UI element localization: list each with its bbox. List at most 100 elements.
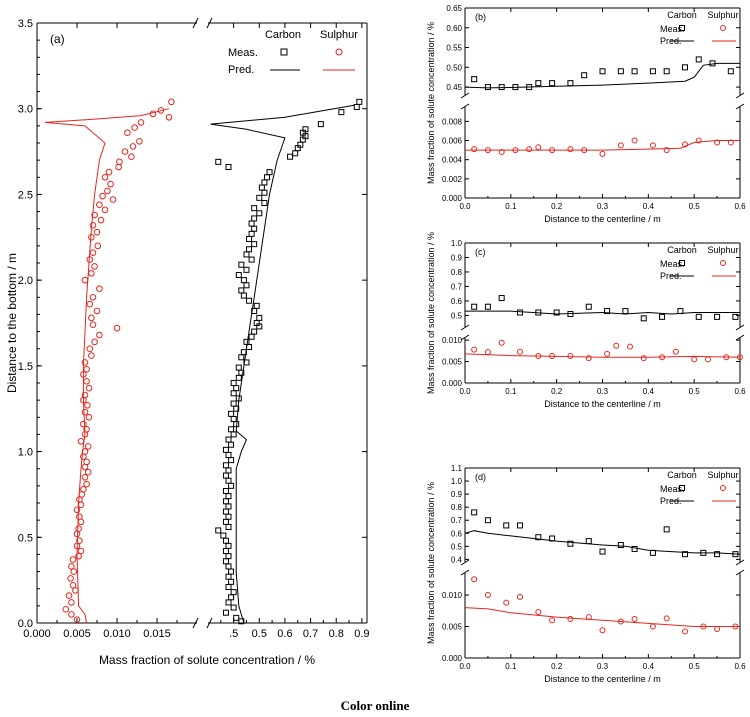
panel-a-carbon-point [256,210,263,217]
panel-a-sulphur-point [101,206,109,214]
panel-a-carbon-point [353,104,360,110]
panel-a-sulphur-point [88,314,95,322]
panel-b-carbon-point [599,68,606,75]
panel-a-sulphur-point [73,616,81,623]
x-tick-label-sulphur: 0.010 [103,628,131,640]
panel-d-sulphur-point [663,615,670,622]
panel-a-carbon-point [230,589,237,596]
panel-a-carbon-point [248,230,255,237]
panel-a-sulphur-point [81,359,89,366]
panel-c-carbon-point [484,303,491,310]
panel-c-carbon-point [695,313,702,320]
panel-a-carbon-point [251,205,258,212]
legend-sulphur-meas-marker [335,48,343,56]
panel-a-sulphur-point [96,201,103,209]
panel-a-carbon-point [222,518,229,525]
panel-a-carbon-point [225,452,232,458]
axis-break-mark [735,103,745,110]
panel-a-sulphur-point [73,506,81,514]
legend-sulphur-meas-marker [720,260,726,266]
x-tick-label: 0.2 [551,662,563,671]
panel-a-carbon-point [238,287,245,294]
panel-label: (a) [50,32,65,46]
x-tick-label: 0.4 [643,387,655,396]
panel-a-carbon-point [246,246,253,253]
panel-d-carbon-point [585,538,592,545]
panel-a-carbon-point [225,524,232,530]
panel-b-sulphur-point [663,147,670,154]
panel-c-carbon-point [714,313,721,320]
panel-a-carbon-point [228,578,235,585]
panel-b-sulphur-point [727,139,734,146]
panel-b-carbon-point [727,68,734,75]
panel-a-sulphur-point [81,463,89,471]
panel-c-sulphur-point [691,356,698,363]
x-tick-label: 0.0 [459,662,471,671]
panel-a-carbon-point [225,513,232,520]
panel-a-carbon-point [240,277,247,284]
panel-a-carbon-point [222,498,229,505]
y-tick-label-sulphur: 0.005 [442,623,463,632]
panel-a-sulphur-point [124,129,131,137]
x-tick-label: 0.1 [505,202,517,211]
y-tick-label-sulphur: 0.000 [442,194,463,203]
panel-a-carbon-point [258,184,265,191]
panel-a-carbon-point [251,328,258,335]
legend-sulphur-header: Sulphur [320,29,358,41]
panel-label: (b) [475,12,486,22]
panel-a-sulphur-pred-line [44,108,170,624]
panel-a-carbon-point [220,532,227,539]
panel-c-carbon-point [659,313,666,320]
y-tick-label-sulphur: 0.000 [442,654,463,663]
panel-a-sulphur-point [65,592,73,599]
panel-a-sulphur-point [85,384,93,392]
panel-b-carbon-point [484,84,491,91]
y-tick-label: 2.5 [18,189,33,201]
y-tick-label-sulphur: 0.005 [442,358,463,367]
axis-break-mark [735,324,745,331]
panel-a-sulphur-point [80,420,87,428]
axis-break-mark [460,324,470,331]
panel-a-carbon-point [225,563,232,570]
panel-a-carbon-point [215,527,222,534]
panel-a-carbon-point [256,194,263,201]
panel-c-sulphur-point [484,349,491,356]
y-tick-label: 0.5 [18,532,33,544]
axis-break-mark [192,617,199,629]
panel-a-carbon-point [243,266,250,273]
panel-a-carbon-point [228,410,235,417]
panel-c-carbon-point [732,313,739,320]
panel-a-sulphur-point [109,196,117,203]
panel-a-carbon-point [292,150,299,157]
panel-a-carbon-point [233,405,240,412]
x-tick-label: 0.6 [734,202,746,211]
panel-a-carbon-point [338,109,345,116]
x-tick-label: 0.5 [689,662,701,671]
y-tick-label: 2.0 [18,275,33,287]
panel-b-sulphur-point [498,149,505,156]
panel-a-carbon-point [222,609,229,616]
panel-c-sulphur-point [704,356,711,363]
panel-a-carbon-point [240,292,247,299]
panel-a-sulphur-point [83,377,90,385]
panel-a-carbon-point [228,594,235,601]
x-tick-label-carbon: 0.6 [277,628,292,640]
x-tick-label-carbon: 0.8 [329,628,344,640]
panel-a-carbon-point [251,225,258,232]
legend-sulphur-meas-marker [720,485,726,491]
panel-a-carbon-point [261,179,268,186]
y-axis-label: Mass fraction of solute concentration / … [426,22,436,184]
axis-break-mark [460,92,470,99]
legend-meas-label: Meas. [660,24,685,34]
panel-a-sulphur-point [62,605,70,613]
panel-a-carbon-point [263,174,270,181]
axis-break-mark [206,617,213,629]
panel-b-carbon-point [631,68,638,75]
panel-b-sulphur-point [599,150,606,157]
y-axis-label: Mass fraction of solute concentration / … [426,232,436,394]
panel-c-sulphur-point [498,339,505,346]
panel-d-sulphur-point [649,623,656,630]
panel-a-sulphur-point [121,148,129,155]
x-tick-label: 0.3 [597,202,609,211]
